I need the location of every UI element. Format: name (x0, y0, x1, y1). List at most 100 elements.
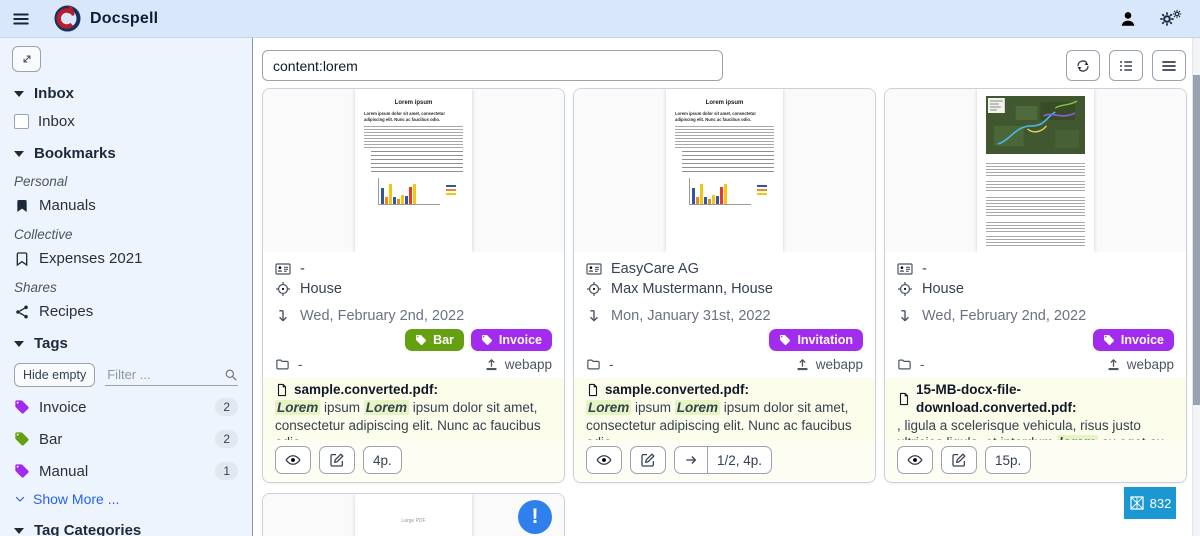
document-preview[interactable]: Large PDF (263, 494, 564, 536)
caret-down-icon (14, 90, 24, 97)
scrollbar-thumb[interactable] (1193, 75, 1200, 405)
item-card[interactable]: Lorem ipsum Lorem ipsum dolor sit amet, … (573, 88, 876, 483)
tasks-list-icon (1118, 58, 1134, 74)
scrollbar[interactable] (1192, 38, 1200, 536)
page-count-label: 4p. (363, 446, 402, 474)
attachment-pager: 1/2, 4p. (674, 446, 773, 474)
item-card[interactable]: Large PDF ! (262, 493, 565, 536)
tag-icon (415, 334, 427, 346)
refresh-icon (1075, 58, 1091, 74)
preview-eye-button[interactable] (897, 446, 933, 474)
attachment-name: 15-MB-docx-file-download.converted.pdf: (897, 381, 1174, 417)
preview-page: Lorem ipsum Lorem ipsum dolor sit amet, … (355, 89, 472, 252)
elm-debugger-badge[interactable]: 832 (1124, 487, 1176, 519)
app-title: Docspell (90, 9, 159, 27)
document-preview[interactable]: Lorem ipsum Lorem ipsum dolor sit amet, … (263, 89, 564, 252)
sidebar-item-expenses-2021[interactable]: Expenses 2021 (0, 244, 252, 273)
sidebar-item-recipes[interactable]: Recipes (0, 297, 252, 326)
show-more-link[interactable]: Show More ... (0, 487, 252, 513)
sidebar-tag-manual[interactable]: Manual 1 (0, 455, 252, 487)
search-input[interactable] (262, 50, 723, 81)
item-card[interactable]: Lorem ipsum Lorem ipsum dolor sit amet, … (262, 88, 565, 483)
tag-pill[interactable]: Bar (405, 329, 464, 351)
correspondent-value: EasyCare AG (611, 261, 699, 277)
folder-info: - (586, 357, 614, 372)
tag-icon (481, 334, 493, 346)
hamburger-menu-icon[interactable] (12, 10, 30, 28)
sidebar-section-tag-categories[interactable]: Tag Categories (0, 513, 252, 536)
toolbar-buttons (1066, 50, 1186, 81)
concerning-row: Max Mustermann, House (586, 279, 863, 299)
expand-icon (20, 52, 34, 66)
next-attachment-button[interactable] (674, 446, 708, 474)
item-card[interactable]: - House 15-MB-docx-file-download.docx We… (884, 88, 1187, 483)
bookmark-outline-icon (14, 251, 30, 267)
list-view-button[interactable] (1109, 50, 1143, 81)
preview-label: Large PDF (401, 518, 426, 524)
item-date: Wed, February 2nd, 2022 (300, 308, 465, 324)
tag-filter (105, 364, 238, 386)
preview-eye-button[interactable] (275, 446, 311, 474)
upload-icon (795, 357, 810, 372)
folder-icon (275, 357, 290, 372)
refresh-button[interactable] (1066, 50, 1100, 81)
bookmark-label: Manuals (39, 197, 96, 214)
sidebar-item-manuals[interactable]: Manuals (0, 191, 252, 220)
tag-pill[interactable]: Invitation (769, 329, 863, 351)
date-row: Mon, January 31st, 2022 (586, 306, 863, 326)
elm-icon (1129, 495, 1145, 511)
settings-gears-icon[interactable] (1159, 11, 1182, 27)
folder-icon (897, 357, 912, 372)
sidebar-section-bookmarks[interactable]: Bookmarks (0, 136, 252, 167)
preview-page (977, 89, 1094, 252)
sidebar-section-inbox[interactable]: Inbox (0, 76, 252, 107)
tag-count-badge: 2 (215, 398, 238, 416)
concerning-value: House (300, 281, 342, 297)
inbox-checkbox[interactable] (14, 114, 29, 129)
inbox-item-label: Inbox (38, 113, 75, 130)
tag-count-badge: 1 (215, 462, 238, 480)
correspondent-row: EasyCare AG (586, 259, 863, 279)
collapse-sidebar-button[interactable] (12, 46, 41, 72)
tags-toolbar: Hide empty (0, 357, 252, 391)
tag-filter-input[interactable] (105, 366, 224, 383)
edit-button[interactable] (941, 446, 977, 474)
tag-icon (14, 463, 30, 479)
preview-page: Large PDF (355, 494, 472, 536)
source-value: webapp (504, 357, 552, 372)
card-footer: 1/2, 4p. (574, 440, 875, 482)
document-preview[interactable]: Lorem ipsum Lorem ipsum dolor sit amet, … (574, 89, 875, 252)
edit-button[interactable] (630, 446, 666, 474)
caret-down-icon (14, 150, 24, 157)
concerning-value: House (922, 281, 964, 297)
preview-eye-button[interactable] (586, 446, 622, 474)
file-icon (275, 383, 289, 397)
upload-icon (1106, 357, 1121, 372)
results-grid: Lorem ipsum Lorem ipsum dolor sit amet, … (254, 81, 1192, 483)
user-account-icon[interactable] (1119, 10, 1137, 28)
hide-empty-button[interactable]: Hide empty (14, 363, 96, 387)
tag-label: Invoice (39, 398, 87, 416)
correspondent-row: - (275, 259, 552, 279)
sidebar-tag-invoice[interactable]: Invoice 2 (0, 391, 252, 423)
folder-icon (586, 357, 601, 372)
menu-button[interactable] (1152, 50, 1186, 81)
sidebar-item-inbox[interactable]: Inbox (0, 107, 252, 136)
folder-info: - (897, 357, 925, 372)
elm-badge-count: 832 (1149, 495, 1172, 511)
tag-pill[interactable]: Invoice (1092, 329, 1174, 351)
search-toolbar (254, 38, 1192, 81)
eye-icon (596, 452, 612, 468)
bookmark-filled-icon (14, 198, 30, 214)
top-header: Docspell (0, 0, 1200, 38)
document-preview[interactable] (885, 89, 1186, 252)
arrow-right-icon (684, 453, 698, 467)
sidebar-tag-bar[interactable]: Bar 2 (0, 423, 252, 455)
folder-source-row: - webapp (275, 353, 552, 376)
inbox-section-label: Inbox (34, 85, 74, 102)
sidebar-section-tags[interactable]: Tags (0, 326, 252, 357)
tag-pill-label: Bar (433, 333, 454, 347)
edit-button[interactable] (319, 446, 355, 474)
tag-pill-label: Invoice (1120, 333, 1164, 347)
tag-pill[interactable]: Invoice (470, 329, 552, 351)
